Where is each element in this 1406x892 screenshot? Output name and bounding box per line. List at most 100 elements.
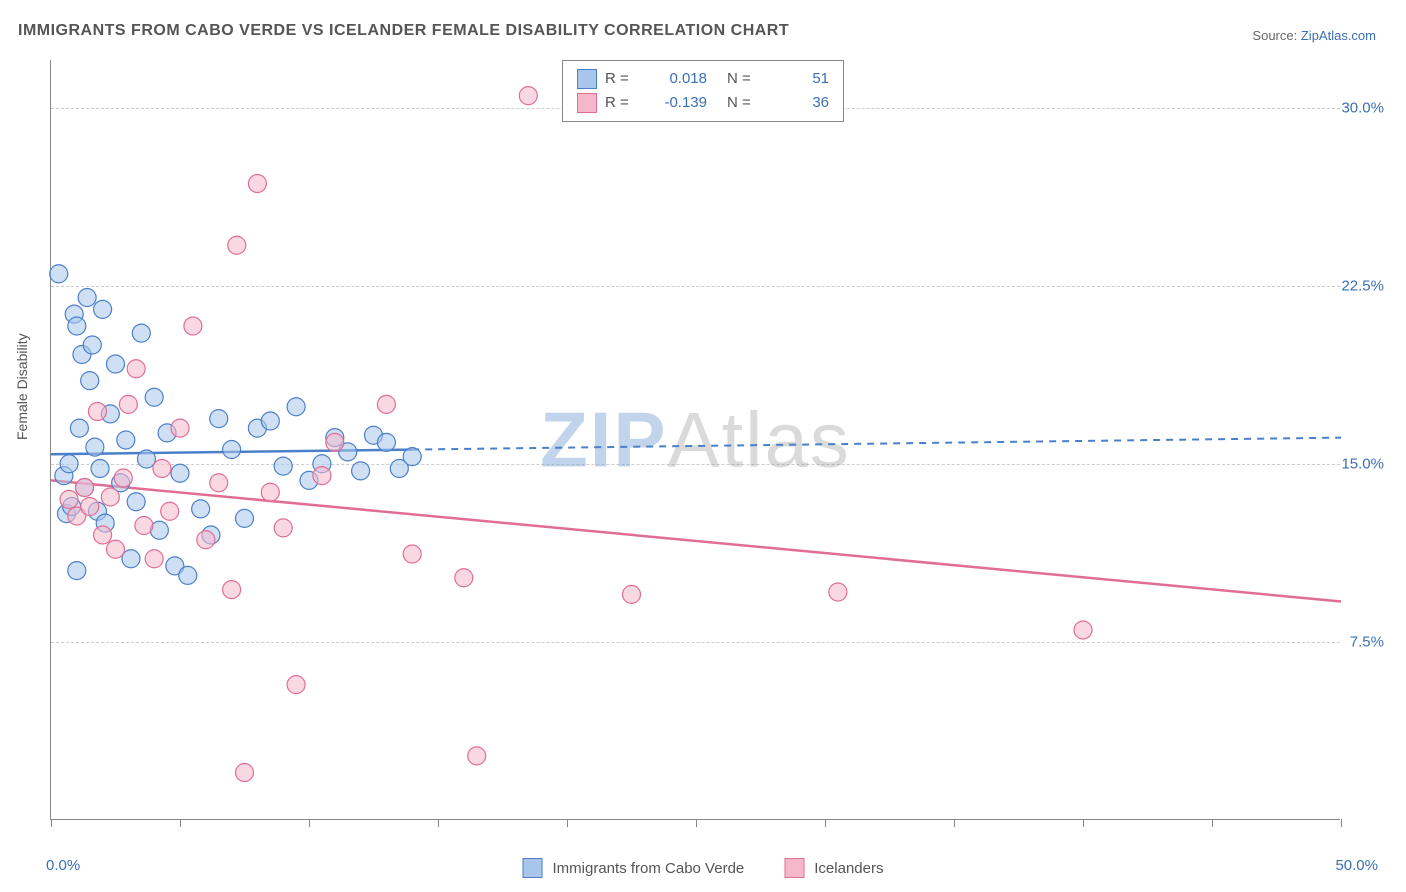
y-tick-label: 22.5% <box>1341 277 1384 294</box>
data-point <box>377 433 395 451</box>
x-tick <box>438 819 439 827</box>
source-link[interactable]: ZipAtlas.com <box>1301 28 1376 43</box>
data-point <box>107 355 125 373</box>
data-point <box>210 410 228 428</box>
data-point <box>274 519 292 537</box>
data-point <box>60 455 78 473</box>
y-tick-label: 7.5% <box>1350 633 1384 650</box>
x-tick <box>51 819 52 827</box>
y-tick-label: 30.0% <box>1341 99 1384 116</box>
data-point <box>261 412 279 430</box>
r-value-1: 0.018 <box>647 67 707 91</box>
data-point <box>313 467 331 485</box>
n-value-2: 36 <box>769 91 829 115</box>
x-tick <box>1212 819 1213 827</box>
n-label: N = <box>727 67 761 91</box>
n-value-1: 51 <box>769 67 829 91</box>
x-tick <box>180 819 181 827</box>
data-point <box>287 676 305 694</box>
data-point <box>274 457 292 475</box>
data-point <box>248 175 266 193</box>
x-tick <box>309 819 310 827</box>
data-point <box>135 517 153 535</box>
data-point <box>145 388 163 406</box>
data-point <box>228 236 246 254</box>
data-point <box>236 764 254 782</box>
data-point <box>60 490 78 508</box>
y-tick-label: 15.0% <box>1341 455 1384 472</box>
data-point <box>403 448 421 466</box>
series1-name: Immigrants from Cabo Verde <box>553 860 745 877</box>
data-point <box>91 460 109 478</box>
n-label: N = <box>727 91 761 115</box>
data-point <box>261 483 279 501</box>
data-point <box>132 324 150 342</box>
data-point <box>623 585 641 603</box>
data-point <box>117 431 135 449</box>
data-point <box>127 493 145 511</box>
data-point <box>223 581 241 599</box>
y-axis-label: Female Disability <box>14 333 30 440</box>
data-point <box>50 265 68 283</box>
chart-title: IMMIGRANTS FROM CABO VERDE VS ICELANDER … <box>18 22 789 40</box>
data-point <box>197 531 215 549</box>
x-tick <box>1083 819 1084 827</box>
data-point <box>455 569 473 587</box>
legend-series: Immigrants from Cabo Verde Icelanders <box>523 858 884 878</box>
data-point <box>192 500 210 518</box>
data-point <box>78 289 96 307</box>
x-tick <box>567 819 568 827</box>
legend-stats-row: R = 0.018 N = 51 <box>577 67 829 91</box>
data-point <box>161 502 179 520</box>
data-point <box>236 509 254 527</box>
data-point <box>403 545 421 563</box>
r-label: R = <box>605 91 639 115</box>
data-point <box>468 747 486 765</box>
data-point <box>83 336 101 354</box>
data-point <box>70 419 88 437</box>
data-point <box>171 419 189 437</box>
data-point <box>153 460 171 478</box>
data-point <box>1074 621 1092 639</box>
scatter-svg <box>51 60 1340 819</box>
data-point <box>171 464 189 482</box>
legend-stats: R = 0.018 N = 51 R = -0.139 N = 36 <box>562 60 844 122</box>
data-point <box>81 372 99 390</box>
data-point <box>326 433 344 451</box>
data-point <box>377 395 395 413</box>
data-point <box>88 403 106 421</box>
legend-item-2: Icelanders <box>784 858 883 878</box>
data-point <box>94 300 112 318</box>
data-point <box>184 317 202 335</box>
data-point <box>122 550 140 568</box>
x-tick <box>1341 819 1342 827</box>
x-tick-max: 50.0% <box>1335 857 1378 874</box>
data-point <box>68 562 86 580</box>
data-point <box>137 450 155 468</box>
data-point <box>114 469 132 487</box>
data-point <box>76 479 94 497</box>
data-point <box>352 462 370 480</box>
data-point <box>86 438 104 456</box>
x-tick-min: 0.0% <box>46 857 80 874</box>
data-point <box>81 498 99 516</box>
series2-name: Icelanders <box>814 860 883 877</box>
legend-stats-row: R = -0.139 N = 36 <box>577 91 829 115</box>
r-value-2: -0.139 <box>647 91 707 115</box>
data-point <box>223 441 241 459</box>
chart-plot-area: ZIPAtlas <box>50 60 1340 820</box>
data-point <box>519 87 537 105</box>
legend-item-1: Immigrants from Cabo Verde <box>523 858 745 878</box>
source-attribution: Source: ZipAtlas.com <box>1252 28 1376 43</box>
data-point <box>101 488 119 506</box>
data-point <box>179 566 197 584</box>
swatch-series2-b <box>784 858 804 878</box>
data-point <box>127 360 145 378</box>
data-point <box>287 398 305 416</box>
data-point <box>107 540 125 558</box>
source-label: Source: <box>1252 28 1297 43</box>
data-point <box>210 474 228 492</box>
r-label: R = <box>605 67 639 91</box>
swatch-series2 <box>577 93 597 113</box>
data-point <box>94 526 112 544</box>
